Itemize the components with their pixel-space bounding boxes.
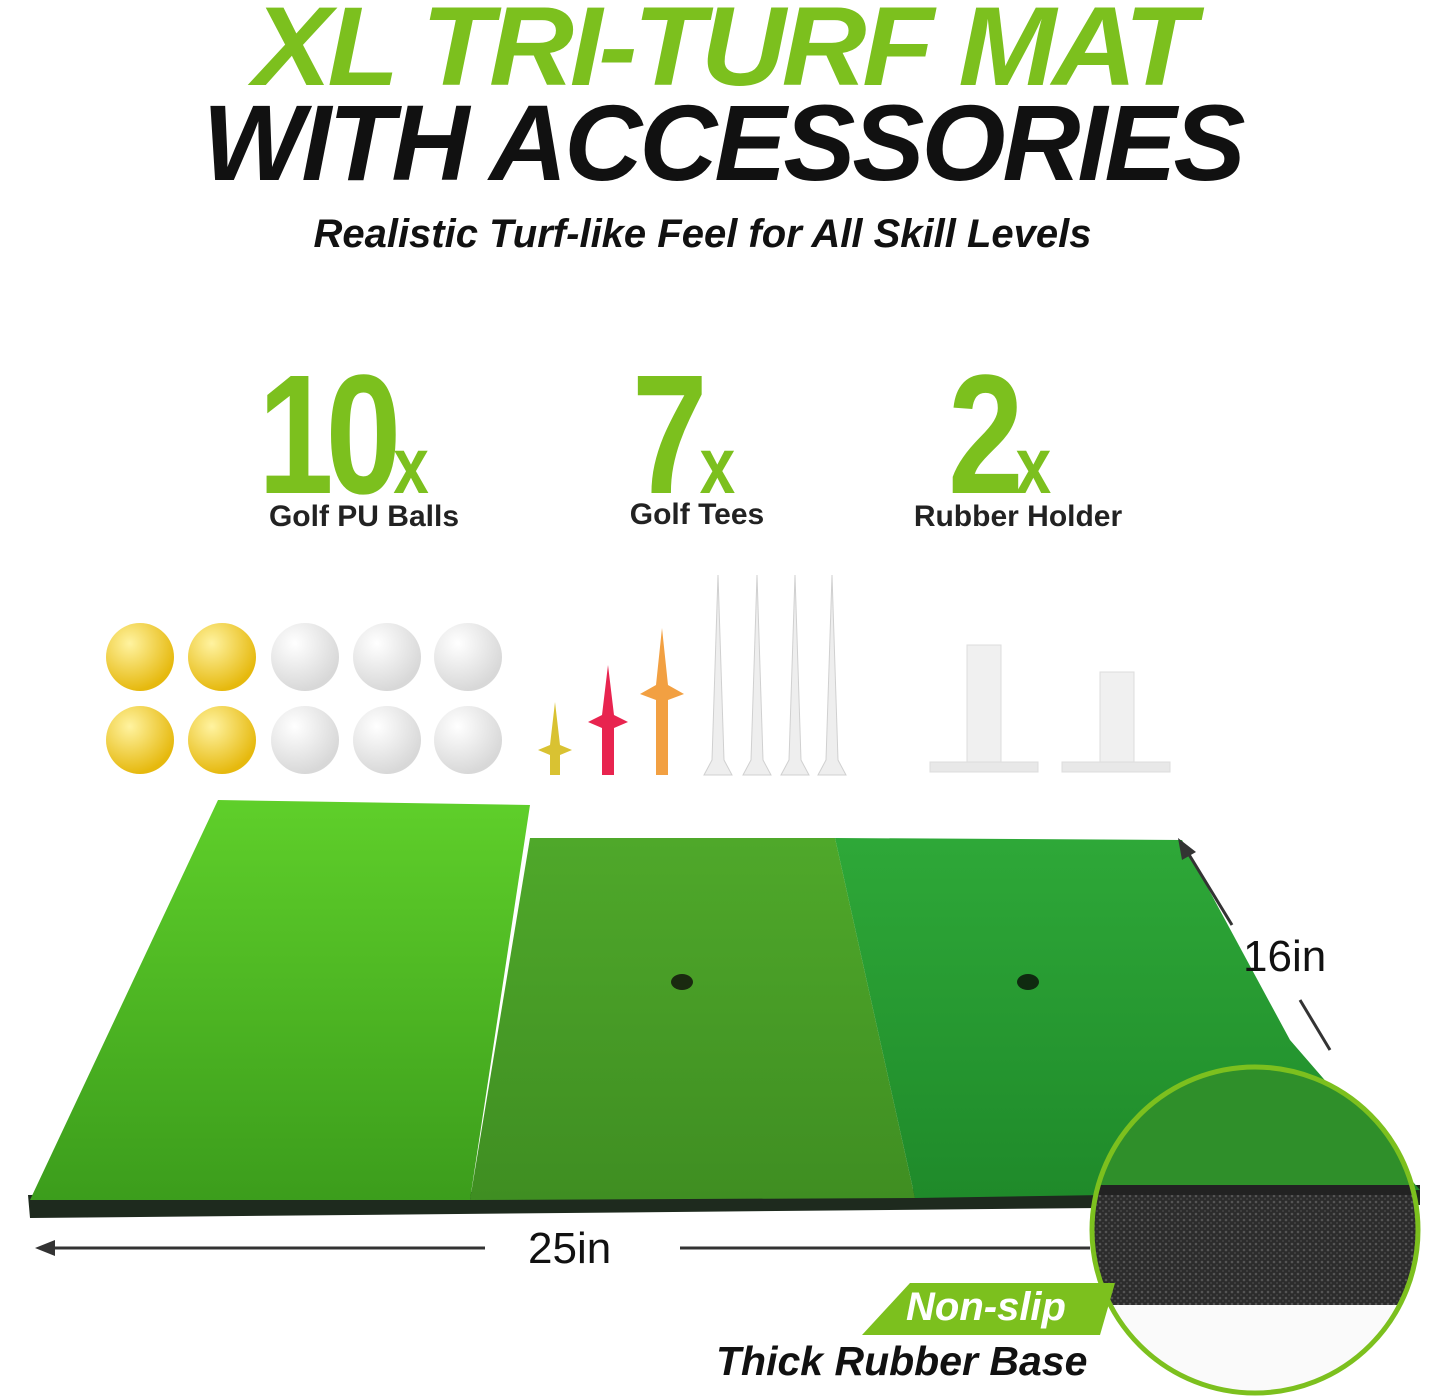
golf-balls xyxy=(106,623,502,774)
holders-label: Rubber Holder xyxy=(913,500,1123,533)
white-ball xyxy=(271,623,339,691)
tee-small-yellow xyxy=(538,702,572,775)
non-slip-badge: Non-slip xyxy=(906,1285,1066,1329)
balls-label: Golf PU Balls xyxy=(268,500,460,533)
tee-hole xyxy=(671,974,693,990)
rubber-holders xyxy=(929,644,1171,773)
white-ball xyxy=(353,623,421,691)
tee-long-white xyxy=(817,574,847,776)
mat-fairway xyxy=(470,838,915,1200)
golf-tees xyxy=(538,574,847,776)
rubber-base-closeup xyxy=(1089,1064,1421,1396)
base-caption: Thick Rubber Base xyxy=(716,1338,1088,1384)
balls-count: 10 xyxy=(258,340,401,530)
white-ball xyxy=(434,623,502,691)
white-ball xyxy=(353,706,421,774)
arrow-head-up-icon xyxy=(1178,838,1196,860)
subtitle: Realistic Turf-like Feel for All Skill L… xyxy=(313,212,1092,256)
width-dimension: 25in xyxy=(528,1224,612,1273)
depth-dimension: 16in xyxy=(1243,932,1327,981)
depth-arrow-bottom xyxy=(1298,999,1332,1051)
headline-line1: XL TRI-TURF MAT xyxy=(253,0,1196,109)
tee-red xyxy=(588,665,628,775)
tees-count: 7 xyxy=(632,340,708,530)
headline-line2: WITH ACCESSORIES xyxy=(202,82,1245,203)
holder-tall xyxy=(966,644,1002,766)
mat-long-grass xyxy=(30,800,530,1200)
holder-short xyxy=(1099,671,1135,766)
tee-long-white xyxy=(780,574,810,776)
white-ball xyxy=(434,706,502,774)
accessory-balls: 10x xyxy=(258,350,472,520)
accessory-holders: 2x xyxy=(948,350,1077,520)
holders-suffix: x xyxy=(1015,421,1052,510)
holder-tall-base xyxy=(929,761,1039,773)
closeup-ring xyxy=(1089,1064,1421,1396)
accessory-tees: 7x xyxy=(632,350,761,520)
yellow-ball xyxy=(106,623,174,691)
tee-long-white xyxy=(703,574,733,776)
depth-arrow-top xyxy=(1183,847,1234,926)
yellow-ball xyxy=(106,706,174,774)
holder-short-base xyxy=(1061,761,1171,773)
yellow-ball xyxy=(188,706,256,774)
dimension-arrows xyxy=(35,838,1332,1256)
tees-suffix: x xyxy=(699,421,736,510)
non-slip-badge-bg xyxy=(862,1283,1115,1335)
tee-long-white xyxy=(742,574,772,776)
balls-suffix: x xyxy=(393,421,429,510)
tee-hole xyxy=(1017,974,1039,990)
turf-mat xyxy=(28,800,1420,1218)
tee-orange xyxy=(640,628,684,775)
arrow-head-left-icon xyxy=(35,1240,55,1256)
white-ball xyxy=(271,706,339,774)
tees-label: Golf Tees xyxy=(629,498,765,531)
yellow-ball xyxy=(188,623,256,691)
holders-count: 2 xyxy=(948,340,1024,530)
